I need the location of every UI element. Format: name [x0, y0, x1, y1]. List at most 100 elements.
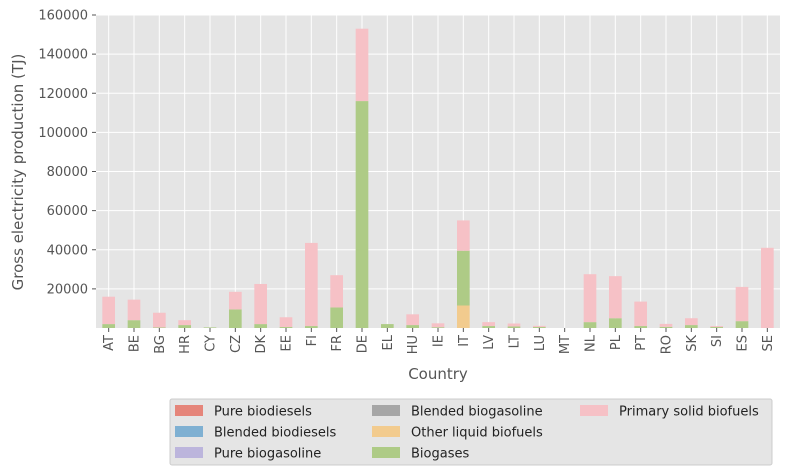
- y-tick-label: 140000: [38, 48, 88, 63]
- x-axis-label: Country: [408, 365, 468, 383]
- bars: [102, 28, 774, 328]
- x-tick-label: EL: [381, 334, 396, 350]
- x-tick-label: ES: [736, 335, 751, 351]
- bar-NL-primary-solid-biofuels: [583, 274, 597, 323]
- bar-HR-primary-solid-biofuels: [178, 320, 191, 326]
- x-tick-label: EE: [280, 335, 295, 351]
- bar-SK-biogases: [685, 325, 698, 328]
- bar-ES-primary-solid-biofuels: [735, 286, 749, 322]
- legend-box: [169, 398, 773, 466]
- y-tick-labels: 20000 40000 60000 80000 100000 120000 140000 16…: [38, 9, 96, 297]
- bar-LV-primary-solid-biofuels: [482, 322, 495, 327]
- bar-EL-biogases: [381, 324, 394, 328]
- bar-AT-biogases: [102, 324, 115, 328]
- bar-DE-primary-solid-biofuels: [355, 28, 369, 102]
- legend-label: Primary solid biofuels: [619, 405, 759, 420]
- x-tick-label: SK: [685, 335, 700, 352]
- bar-BG-primary-solid-biofuels: [153, 312, 166, 328]
- x-tick-label: LU: [533, 335, 548, 351]
- bar-DK-biogases: [254, 324, 267, 328]
- bar-HR-biogases: [178, 325, 191, 328]
- bar-EE-biogases: [279, 327, 293, 328]
- x-tick-label: LT: [508, 335, 523, 348]
- legend-swatch: [175, 426, 203, 437]
- bar-IT-other-liquid-biofuels: [457, 305, 470, 328]
- x-tick-label: LV: [482, 335, 497, 350]
- x-tick-label: MT: [558, 335, 573, 354]
- x-tick-label: AT: [102, 335, 117, 351]
- bar-FR-primary-solid-biofuels: [330, 275, 343, 308]
- x-tick-label: CY: [204, 335, 219, 352]
- y-tick-label: 80000: [47, 165, 88, 180]
- x-tick-label: BG: [153, 335, 168, 354]
- bar-SE-primary-solid-biofuels: [761, 247, 774, 328]
- x-tick-label: CZ: [229, 335, 244, 353]
- legend-swatch: [372, 426, 400, 437]
- bar-FI-primary-solid-biofuels: [305, 242, 318, 327]
- bar-IE-primary-solid-biofuels: [431, 323, 445, 328]
- x-tick-label: HU: [406, 335, 421, 354]
- bar-NL-biogases: [583, 322, 597, 328]
- bar-LU-primary-solid-biofuels: [533, 325, 546, 328]
- x-tick-label: RO: [660, 335, 675, 354]
- x-tick-label: SE: [761, 335, 776, 351]
- x-tick-label: PT: [634, 335, 649, 351]
- y-tick-label: 160000: [38, 9, 88, 24]
- x-tick-label: IE: [432, 335, 447, 347]
- bar-LT-biogases: [507, 326, 521, 328]
- x-tick-label: SI: [710, 335, 725, 347]
- y-tick-label: 40000: [47, 243, 88, 258]
- legend-label: Blended biogasoline: [411, 405, 543, 420]
- bar-CZ-biogases: [229, 309, 242, 328]
- bar-SK-primary-solid-biofuels: [685, 318, 698, 326]
- y-axis-label: Gross electricity production (TJ): [9, 54, 27, 291]
- bar-RO-primary-solid-biofuels: [659, 323, 673, 327]
- bar-EE-primary-solid-biofuels: [279, 317, 293, 328]
- x-tick-label: DE: [356, 335, 371, 353]
- bar-IT-biogases: [457, 250, 470, 306]
- legend-label: Biogases: [411, 447, 469, 462]
- bar-IE-biogases: [431, 327, 445, 328]
- bar-PL-primary-solid-biofuels: [609, 276, 622, 319]
- legend-label: Pure biogasoline: [214, 447, 321, 462]
- bar-CZ-primary-solid-biofuels: [229, 291, 242, 310]
- bar-IT-primary-solid-biofuels: [457, 220, 470, 251]
- x-tick-label: PL: [609, 334, 624, 350]
- y-tick-label: 20000: [47, 282, 88, 297]
- bar-PT-primary-solid-biofuels: [634, 301, 647, 327]
- bar-FI-biogases: [305, 326, 318, 328]
- bar-SI-biogases: [710, 327, 723, 328]
- bar-LT-primary-solid-biofuels: [507, 323, 521, 327]
- legend-swatch: [175, 405, 203, 416]
- legend-swatch: [372, 405, 400, 416]
- legend: Pure biodiesels Blended biodiesels Pure bi…: [169, 398, 773, 466]
- bar-BE-biogases: [127, 320, 141, 328]
- x-tick-label: FI: [305, 335, 320, 346]
- bar-PT-biogases: [634, 326, 647, 328]
- bar-DE-biogases: [355, 101, 369, 328]
- bar-LV-biogases: [482, 326, 495, 328]
- bar-PL-biogases: [609, 318, 622, 328]
- bar-ES-biogases: [735, 321, 749, 328]
- legend-swatch: [175, 447, 203, 458]
- bar-AT-primary-solid-biofuels: [102, 296, 115, 325]
- legend-label: Pure biodiesels: [214, 405, 312, 420]
- bar-SI-primary-solid-biofuels: [710, 326, 723, 328]
- bar-BE-primary-solid-biofuels: [127, 299, 141, 321]
- bar-CY-biogases: [203, 327, 217, 328]
- x-tick-label: DK: [254, 335, 269, 354]
- legend-label: Blended biodiesels: [214, 426, 336, 441]
- bar-FR-biogases: [330, 307, 343, 328]
- x-tick-label: IT: [457, 335, 472, 347]
- bar-BG-biogases: [153, 327, 166, 328]
- bar-HU-primary-solid-biofuels: [406, 314, 419, 326]
- y-tick-label: 120000: [38, 87, 88, 102]
- legend-swatch: [372, 447, 400, 458]
- bar-RO-biogases: [659, 326, 673, 328]
- x-tick-label: FR: [330, 335, 345, 352]
- x-tick-label: NL: [584, 334, 599, 352]
- x-tick-labels: AT BE BG HR CY CZ DK EE FI FR DE EL HU IE IT LV LT LU MT NL…: [102, 328, 776, 354]
- bar-DK-primary-solid-biofuels: [254, 283, 267, 325]
- y-tick-label: 60000: [47, 204, 88, 219]
